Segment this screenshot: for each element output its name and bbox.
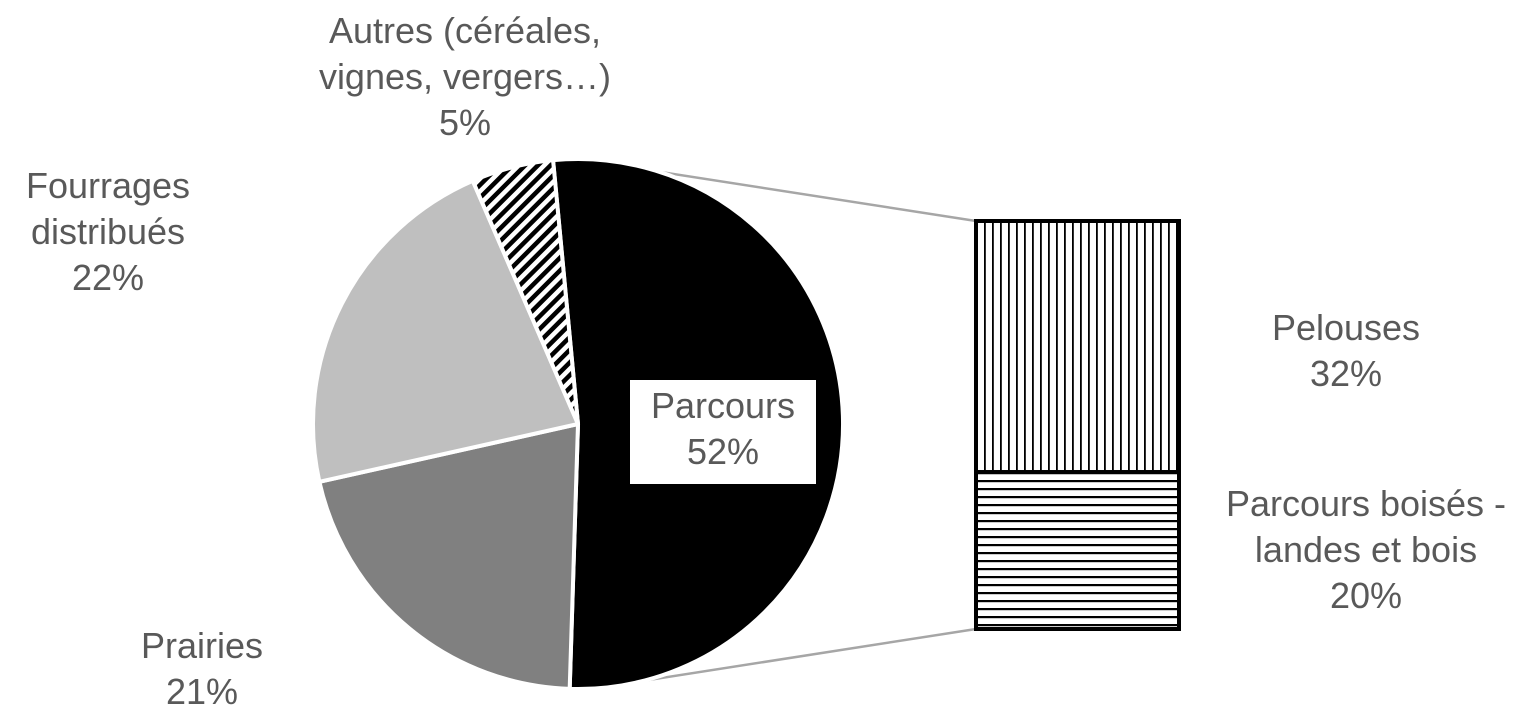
data-labels: Parcours 52% Prairies 21% Fourrages distribué… bbox=[26, 10, 1506, 709]
bar-segment-pelouses bbox=[974, 219, 1181, 475]
pie-slice-autres-cereales-vignes-vergers bbox=[470, 158, 580, 426]
label-pelouses: Pelouses 32% bbox=[1272, 307, 1420, 394]
label-parcours: Parcours 52% bbox=[651, 385, 795, 472]
pie-slice-fourrages-distribues bbox=[311, 178, 580, 484]
pie-slice-prairies bbox=[317, 422, 580, 691]
label-autres-cereales-vignes-vergers: Autres (céréales, vignes, vergers…) 5% bbox=[319, 10, 611, 143]
label-prairies: Prairies 21% bbox=[141, 625, 263, 709]
stacked-bar bbox=[974, 219, 1181, 631]
bar-segment-parcours-boises-landes-et-bois bbox=[974, 470, 1181, 631]
label-parcours-boises-landes-et-bois: Parcours boisés -landes et bois 20% bbox=[1226, 483, 1506, 616]
label-fourrages-distribues: Fourrages distribués 22% bbox=[26, 165, 190, 298]
label-box-parcours bbox=[630, 380, 816, 484]
